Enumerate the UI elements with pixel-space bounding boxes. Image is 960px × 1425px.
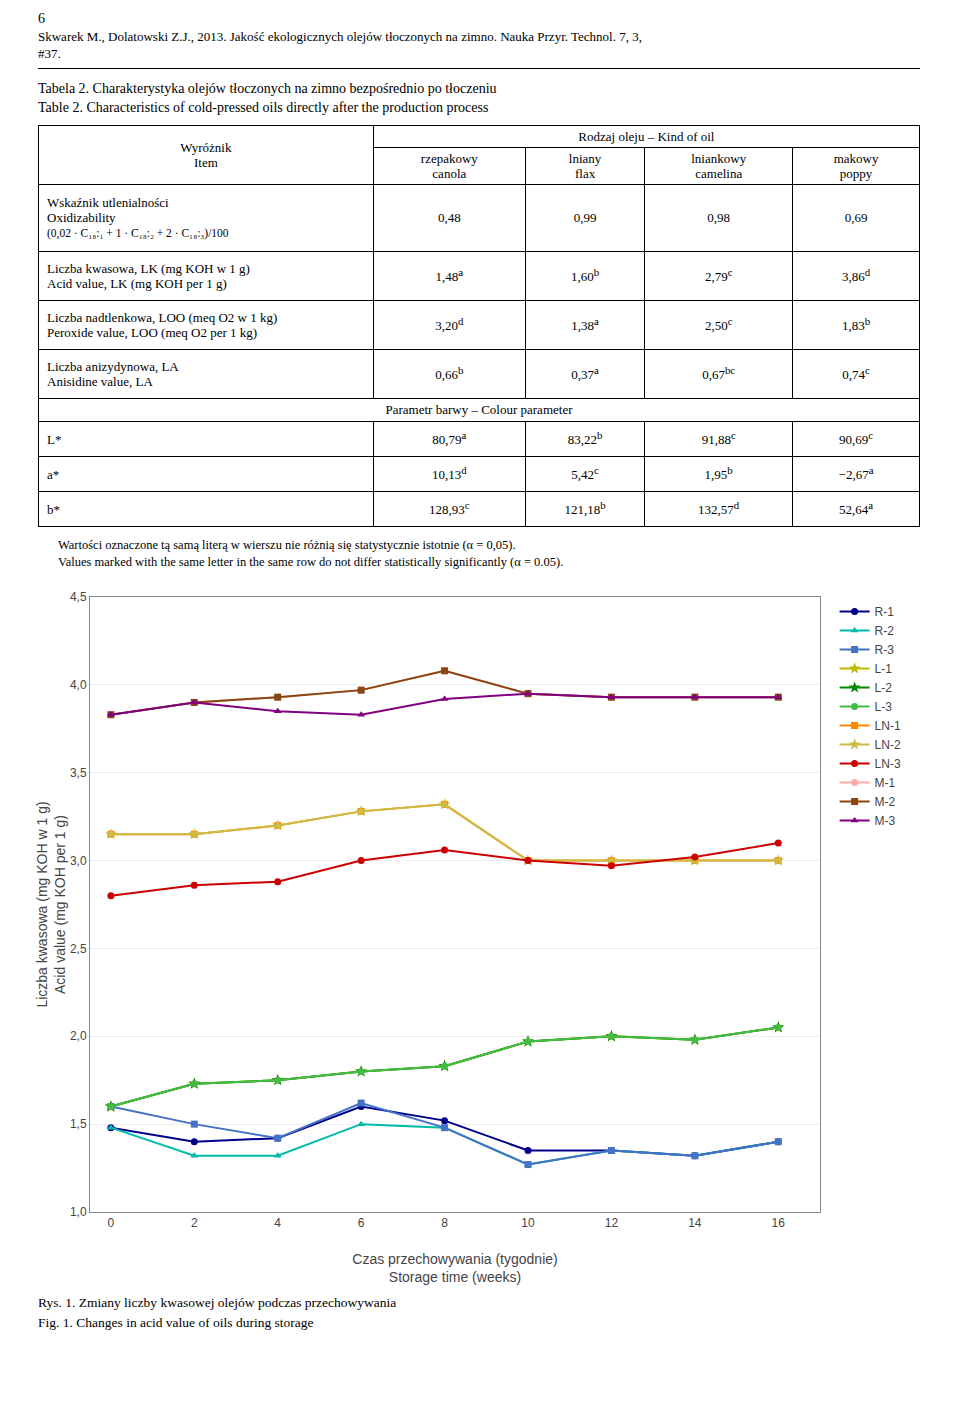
- html-text:Skwarek M., Dolatowski Z.J., 2: Skwarek M., Dolatowski Z.J., 2013. Jakoś…: [38, 29, 642, 44]
- html-text:camelina: camelina: [695, 166, 743, 181]
- svg-text:3,5: 3,5: [70, 766, 87, 780]
- svg-text:1,5: 1,5: [70, 1117, 87, 1131]
- html-text:1,60b: 1,60b: [571, 266, 600, 285]
- html-text:0,99: 0,99: [573, 210, 597, 225]
- html-text:#37.: #37.: [38, 46, 61, 61]
- svg-text:L-2: L-2: [875, 681, 893, 695]
- svg-text:Czas przechowywania (tygodnie): Czas przechowywania (tygodnie)Storage ti…: [352, 1251, 557, 1285]
- html-text:Liczba anizydynowa, LA: Liczba anizydynowa, LA: [47, 359, 179, 374]
- html-text:Parametr barwy – Colour parame: Parametr barwy – Colour parameter: [385, 402, 573, 417]
- html-text:Oxidizability: Oxidizability: [47, 210, 116, 225]
- svg-text:M-2: M-2: [875, 795, 896, 809]
- html-text:(0,02 · C₁₈:₁ + 1 · C₁₈:₂ + 2: (0,02 · C₁₈:₁ + 1 · C₁₈:₂ + 2 · C₁₈:₃)/1…: [47, 227, 229, 239]
- html-text:90,69c: 90,69c: [839, 429, 873, 448]
- html-text:0,48: 0,48: [437, 210, 461, 225]
- svg-text:10: 10: [521, 1216, 535, 1230]
- html-text:Tabela 2. Charakterystyka olej: Tabela 2. Charakterystyka olejów tłoczon…: [38, 81, 497, 96]
- svg-text:Liczba kwasowa (mg KOH w 1 g)A: Liczba kwasowa (mg KOH w 1 g)Acid value …: [34, 801, 68, 1007]
- html-text:a*: a*: [47, 466, 60, 482]
- svg-text:R-1: R-1: [875, 605, 895, 619]
- svg-text:LN-1: LN-1: [875, 719, 901, 733]
- html-text:1,48a: 1,48a: [435, 266, 464, 285]
- svg-text:M-1: M-1: [875, 776, 896, 790]
- html-text:132,57d: 132,57d: [698, 499, 740, 518]
- html-text:83,22b: 83,22b: [567, 429, 603, 448]
- svg-text:12: 12: [605, 1216, 619, 1230]
- html-text:Wartości oznaczone tą samą lit: Wartości oznaczone tą samą literą w wier…: [58, 538, 516, 552]
- html-text:91,88c: 91,88c: [701, 429, 736, 448]
- html-text:10,13d: 10,13d: [432, 464, 467, 483]
- html-text:1,95b: 1,95b: [704, 464, 733, 483]
- svg-text:LN-3: LN-3: [875, 757, 901, 771]
- svg-text:R-2: R-2: [875, 624, 895, 638]
- html-text:Liczba kwasowa, LK (mg KOH w 1: Liczba kwasowa, LK (mg KOH w 1 g): [47, 261, 250, 276]
- svg-text:4,0: 4,0: [70, 678, 87, 692]
- svg-text:1,0: 1,0: [70, 1205, 87, 1219]
- html-text:Values marked with the same le: Values marked with the same letter in th…: [58, 555, 564, 569]
- html-text:lniany: lniany: [568, 151, 602, 166]
- html-text:128,93c: 128,93c: [429, 499, 470, 518]
- html-text:Peroxide value, LOO (meq O2 pe: Peroxide value, LOO (meq O2 per 1 kg): [47, 325, 258, 340]
- html-text:Acid value, LK (mg KOH per 1 g: Acid value, LK (mg KOH per 1 g): [47, 276, 227, 291]
- svg-text:R-3: R-3: [875, 643, 895, 657]
- svg-text:L-3: L-3: [875, 700, 893, 714]
- html-text:canola: canola: [432, 166, 467, 181]
- svg-text:2: 2: [191, 1216, 198, 1230]
- svg-text:LN-2: LN-2: [875, 738, 901, 752]
- html-text:0,74c: 0,74c: [842, 364, 870, 383]
- html-text:b*: b*: [47, 501, 60, 517]
- html-text:Fig. 1. Changes in acid value: Fig. 1. Changes in acid value of oils du…: [38, 1315, 314, 1330]
- html-text:Table 2. Characteristics of co: Table 2. Characteristics of cold-pressed…: [38, 100, 489, 115]
- svg-text:L-1: L-1: [875, 662, 893, 676]
- html-text:1,83b: 1,83b: [841, 315, 871, 334]
- html-text:Wyróżnik: Wyróżnik: [180, 140, 232, 155]
- html-text:Item: Item: [194, 155, 218, 170]
- svg-text:2,5: 2,5: [70, 942, 87, 956]
- html-text:Wskaźnik utlenialności: Wskaźnik utlenialności: [47, 195, 169, 210]
- html-text:0,98: 0,98: [707, 210, 731, 225]
- html-text:3,20d: 3,20d: [435, 315, 464, 334]
- svg-text:4,5: 4,5: [70, 590, 87, 604]
- html-text:3,86d: 3,86d: [841, 266, 871, 285]
- html-text:−2,67a: −2,67a: [838, 464, 874, 483]
- svg-text:0: 0: [108, 1216, 115, 1230]
- svg-text:16: 16: [772, 1216, 786, 1230]
- html-text:52,64a: 52,64a: [839, 499, 873, 518]
- html-text:5,42c: 5,42c: [571, 464, 599, 483]
- html-text:lniankowy: lniankowy: [691, 151, 747, 166]
- html-text:flax: flax: [575, 166, 596, 181]
- html-text:Rodzaj oleju – Kind of oil: Rodzaj oleju – Kind of oil: [578, 129, 715, 144]
- html-text:Liczba nadtlenkowa, LOO (meq O: Liczba nadtlenkowa, LOO (meq O2 w 1 kg): [47, 310, 278, 325]
- html-text:0,67bc: 0,67bc: [702, 364, 736, 383]
- svg-text:8: 8: [441, 1216, 448, 1230]
- html-text:0,37a: 0,37a: [571, 364, 599, 383]
- svg-text:2,0: 2,0: [70, 1029, 87, 1043]
- svg-text:3,0: 3,0: [70, 854, 87, 868]
- html-text:80,79a: 80,79a: [432, 429, 467, 448]
- html-text:0,69: 0,69: [844, 210, 868, 225]
- svg-text:14: 14: [688, 1216, 702, 1230]
- html-text:L*: L*: [47, 431, 62, 447]
- svg-text:6: 6: [358, 1216, 365, 1230]
- html-text:2,79c: 2,79c: [704, 266, 733, 285]
- html-text:1,38a: 1,38a: [571, 315, 599, 334]
- html-text:6: 6: [38, 11, 45, 26]
- html-text:121,18b: 121,18b: [564, 499, 606, 518]
- html-text:Anisidine value, LA: Anisidine value, LA: [47, 374, 153, 389]
- html-text:Rys. 1. Zmiany liczby kwasowej: Rys. 1. Zmiany liczby kwasowej olejów po…: [38, 1295, 397, 1310]
- svg-text:M-3: M-3: [875, 814, 896, 828]
- html-text:poppy: poppy: [839, 166, 873, 181]
- svg-text:4: 4: [274, 1216, 281, 1230]
- html-text:2,50c: 2,50c: [704, 315, 733, 334]
- html-text:makowy: makowy: [833, 151, 879, 166]
- html-text:rzepakowy: rzepakowy: [420, 151, 478, 166]
- html-text:0,66b: 0,66b: [435, 364, 464, 383]
